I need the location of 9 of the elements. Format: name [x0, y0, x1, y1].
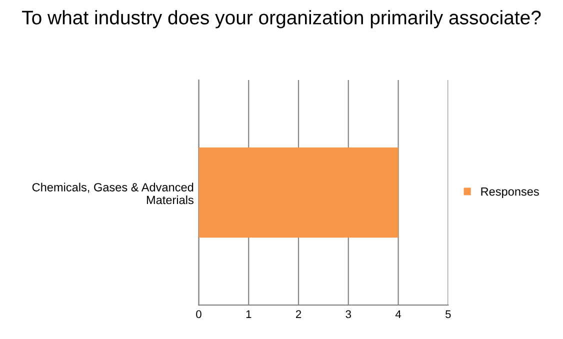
chart-title: To what industry does your organization primarily associate?: [22, 10, 541, 28]
x-tick-label: 4: [395, 310, 402, 318]
x-tick-label: 0: [196, 310, 202, 318]
x-tick-label: 1: [246, 310, 252, 318]
x-tick-label: 5: [446, 310, 451, 318]
y-tick-label: Chemicals, Gases & Advanced Materials: [32, 182, 194, 204]
legend-label: Responses: [481, 187, 539, 198]
x-tick-label: 3: [346, 310, 351, 318]
x-tick-label: 2: [296, 310, 302, 318]
